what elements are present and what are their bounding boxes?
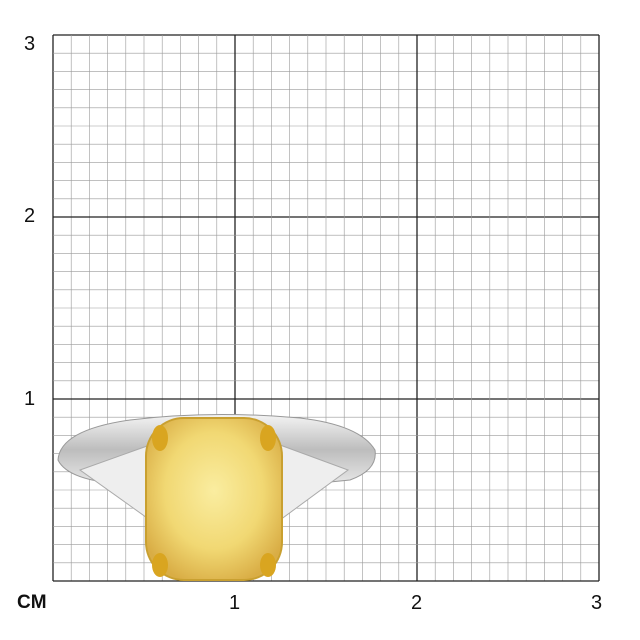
y-tick-1: 1 (24, 388, 36, 410)
x-tick-2: 2 (411, 592, 423, 614)
y-tick-2: 2 (24, 205, 36, 227)
x-tick-3: 3 (591, 592, 603, 614)
center-stone (145, 417, 283, 581)
unit-label: CM (17, 592, 47, 613)
y-tick-3: 3 (24, 33, 36, 55)
x-tick-1: 1 (229, 592, 241, 614)
